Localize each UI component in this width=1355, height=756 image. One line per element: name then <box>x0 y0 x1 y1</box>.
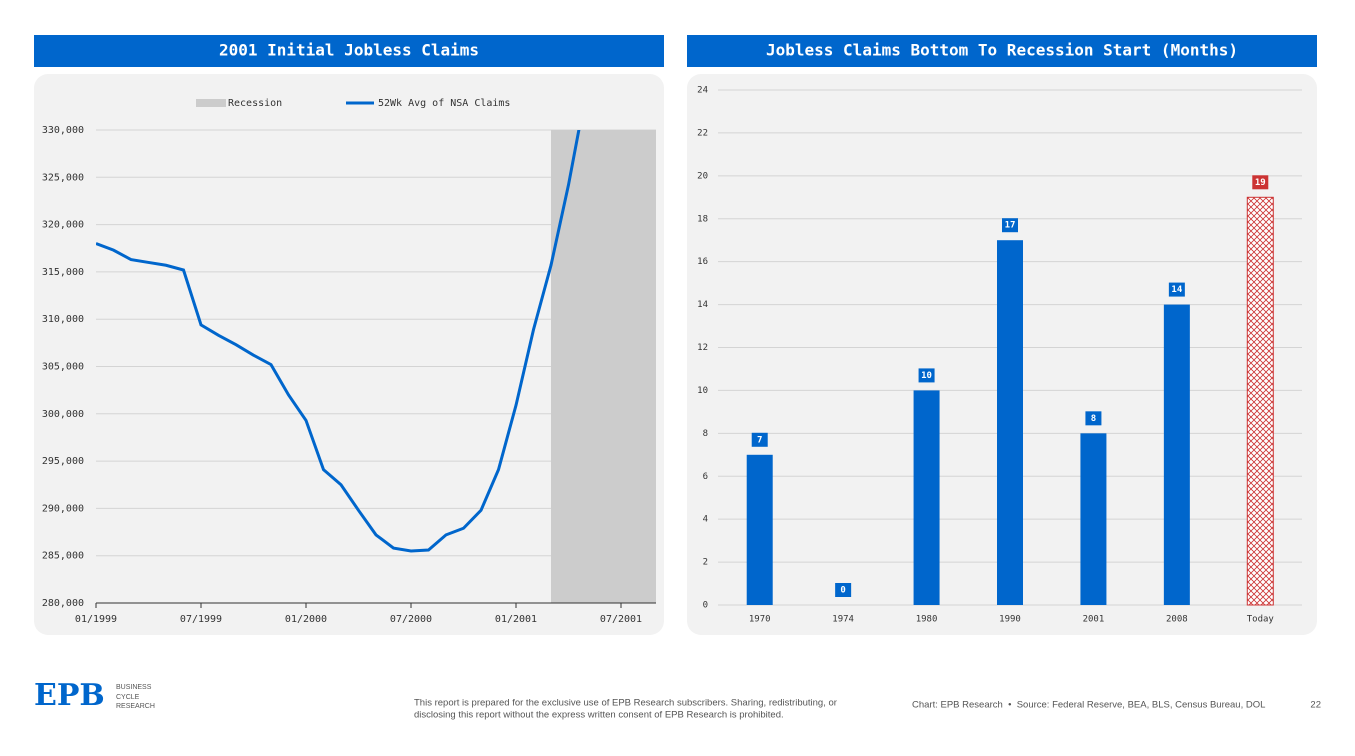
recession-shade <box>551 130 656 603</box>
x-tick-label: 07/1999 <box>180 614 222 625</box>
value-label: 8 <box>1091 414 1096 424</box>
y-tick-label: 325,000 <box>42 172 84 183</box>
tagline: BUSINESS <box>116 684 152 691</box>
y-tick-label: 4 <box>703 515 708 525</box>
legend-label: Recession <box>228 98 282 109</box>
y-tick-label: 12 <box>697 343 708 353</box>
tagline: RESEARCH <box>116 703 155 710</box>
disclaimer: disclosing this report without the expre… <box>414 710 784 721</box>
x-tick-label: 2001 <box>1083 615 1105 625</box>
bar-chart: 0246810121416182022247197001974101980171… <box>697 86 1302 625</box>
y-tick-label: 10 <box>697 386 708 396</box>
chart-title: 2001 Initial Jobless Claims <box>219 41 479 60</box>
logo: EPB <box>34 678 105 713</box>
y-tick-label: 24 <box>697 86 708 96</box>
x-tick-label: 01/1999 <box>75 614 117 625</box>
source: Chart: EPB Research • Source: Federal Re… <box>912 700 1265 711</box>
title-bar <box>34 35 664 67</box>
x-tick-label: 01/2001 <box>495 614 537 625</box>
value-label: 7 <box>757 435 762 445</box>
y-tick-label: 20 <box>697 171 708 181</box>
panel <box>34 74 664 635</box>
bar <box>913 390 940 605</box>
y-tick-label: 330,000 <box>42 125 84 136</box>
y-tick-label: 295,000 <box>42 456 84 467</box>
y-tick-label: 8 <box>703 429 708 439</box>
y-tick-label: 320,000 <box>42 220 84 231</box>
x-tick-label: Today <box>1247 615 1275 625</box>
y-tick-label: 290,000 <box>42 503 84 514</box>
y-tick-label: 285,000 <box>42 551 84 562</box>
chart-title: Jobless Claims Bottom To Recession Start… <box>766 41 1238 60</box>
bar <box>1246 196 1274 606</box>
y-tick-label: 18 <box>697 214 708 224</box>
x-tick-label: 07/2001 <box>600 614 642 625</box>
line-series <box>96 130 581 553</box>
value-label-box <box>751 432 768 447</box>
x-tick-label: 1974 <box>832 615 854 625</box>
y-tick-label: 280,000 <box>42 598 84 609</box>
bar <box>1163 304 1190 605</box>
y-tick-label: 16 <box>697 257 708 267</box>
value-label-box <box>1085 411 1102 426</box>
bar <box>1080 433 1107 605</box>
x-tick-label: 01/2000 <box>285 614 327 625</box>
value-label: 10 <box>921 371 932 381</box>
value-label: 19 <box>1255 178 1266 188</box>
value-label: 0 <box>840 586 845 596</box>
y-tick-label: 315,000 <box>42 267 84 278</box>
value-label-box <box>1168 282 1185 297</box>
y-tick-label: 0 <box>703 601 708 611</box>
x-tick-label: 07/2000 <box>390 614 432 625</box>
x-tick-label: 1970 <box>749 615 771 625</box>
y-tick-label: 2 <box>703 558 708 568</box>
x-tick-label: 2008 <box>1166 615 1188 625</box>
legend-label: 52Wk Avg of NSA Claims <box>378 98 510 109</box>
y-tick-label: 22 <box>697 128 708 138</box>
footer: EPB BUSINESS CYCLE RESEARCH This report … <box>34 678 1321 721</box>
tagline: CYCLE <box>116 694 140 701</box>
value-label-box <box>1002 218 1018 233</box>
page-number: 22 <box>1310 700 1321 711</box>
y-tick-label: 6 <box>703 472 708 482</box>
value-label-box <box>918 368 935 383</box>
value-label: 14 <box>1171 285 1182 295</box>
bar <box>997 240 1023 606</box>
value-label-box <box>1252 175 1269 190</box>
y-tick-label: 14 <box>697 300 708 310</box>
value-label: 17 <box>1005 221 1016 231</box>
disclaimer: This report is prepared for the exclusiv… <box>414 698 837 709</box>
y-tick-label: 300,000 <box>42 409 84 420</box>
x-tick-label: 1990 <box>999 615 1021 625</box>
bar <box>746 454 773 605</box>
title-bar <box>687 35 1317 67</box>
value-label-box <box>835 583 852 597</box>
y-tick-label: 310,000 <box>42 314 84 325</box>
x-tick-label: 1980 <box>916 615 938 625</box>
line-chart: 280,000 285,000 290,000 295,000 300,000 305,0… <box>42 98 656 625</box>
y-tick-label: 305,000 <box>42 362 84 373</box>
